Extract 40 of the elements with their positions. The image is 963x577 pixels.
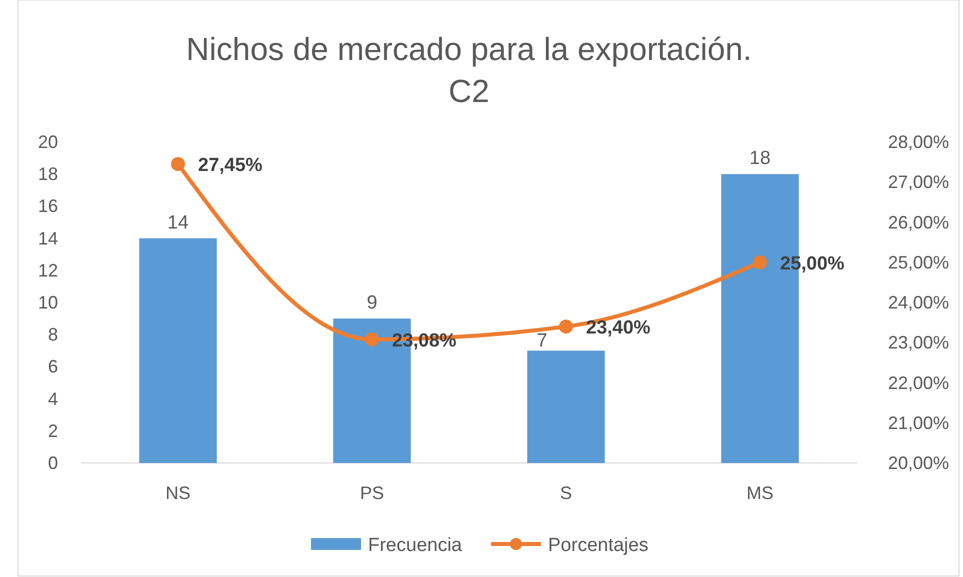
y-tick-label: 16: [38, 196, 58, 216]
point: [753, 255, 767, 270]
x-tick-label: PS: [360, 483, 384, 503]
data-label: 27,45%: [198, 155, 263, 176]
data-label: 23,08%: [392, 330, 457, 352]
data-label: 14: [167, 212, 189, 234]
y2-tick-label: 23,00%: [888, 332, 949, 353]
y-tick-label: 4: [48, 388, 58, 409]
y2-tick-label: 22,00%: [888, 372, 949, 393]
data-label: 7: [536, 330, 548, 352]
y2-tick-label: 25,00%: [888, 252, 949, 272]
bar: [527, 350, 605, 463]
legend-label: Frecuencia: [368, 535, 462, 556]
y-tick-label: 6: [48, 356, 58, 377]
y2-tick-label: 26,00%: [888, 212, 949, 232]
x-tick-label: NS: [165, 483, 191, 503]
data-label: 9: [366, 292, 378, 314]
point: [559, 320, 573, 334]
y2-tick-label: 21,00%: [888, 412, 949, 433]
y-tick-label: 20: [38, 132, 58, 152]
y-tick-label: 12: [38, 260, 58, 280]
y2-tick-label: 20,00%: [888, 453, 949, 473]
y-tick-label: 8: [48, 324, 58, 345]
point: [365, 332, 379, 346]
legend-label: Porcentajes: [548, 535, 648, 556]
y-tick-label: 0: [48, 453, 58, 473]
chart-title: Nichos de mercado para la exportación. C2: [186, 31, 752, 109]
y2-tick-label: 28,00%: [888, 132, 949, 152]
x-tick-label: MS: [746, 483, 774, 503]
data-label: 18: [749, 148, 771, 170]
y2-tick-label: 24,00%: [888, 292, 949, 312]
data-label: 23,40%: [586, 318, 651, 339]
bar: [139, 238, 217, 463]
y-tick-label: 14: [38, 228, 58, 248]
y-tick-label: 2: [48, 420, 58, 441]
y-tick-label: 10: [38, 292, 58, 312]
point: [171, 157, 185, 172]
y-tick-label: 18: [38, 164, 58, 184]
x-tick-label: S: [560, 483, 572, 503]
y2-tick-label: 27,00%: [888, 172, 949, 192]
